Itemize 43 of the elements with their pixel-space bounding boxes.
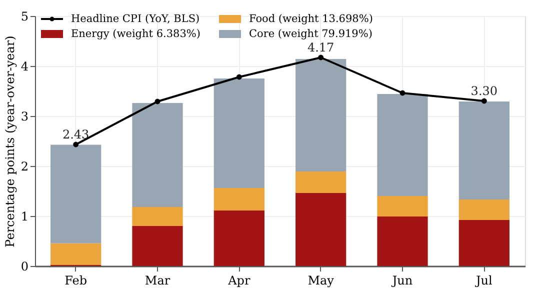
- bar: [458, 220, 510, 266]
- legend-label: Food (weight 13.698%): [249, 13, 373, 25]
- bar: [50, 144, 102, 244]
- y-tick-label: 2: [20, 160, 28, 174]
- data-label: 3.30: [470, 84, 498, 98]
- bar: [50, 243, 102, 265]
- point: [400, 90, 406, 96]
- data-label: 2.43: [62, 128, 90, 142]
- legend-label: Headline CPI (YoY, BLS): [71, 13, 200, 25]
- y-tick-label: 4: [20, 60, 29, 74]
- bar: [377, 216, 428, 266]
- bar: [132, 103, 183, 207]
- x-tick-label: Jul: [474, 274, 493, 288]
- point: [318, 54, 324, 60]
- x-tick-label: Apr: [227, 274, 250, 288]
- bar: [296, 172, 346, 193]
- y-tick-label: 1: [20, 210, 28, 224]
- bar: [214, 210, 264, 266]
- point: [154, 98, 160, 104]
- y-tick-label: 5: [20, 10, 28, 24]
- bar: [296, 59, 346, 172]
- legend-label: Core (weight 79.919%): [249, 28, 372, 40]
- y-tick-label: 0: [20, 260, 28, 274]
- y-axis-title: Percentage points (year-over-year): [2, 36, 17, 248]
- data-label: 4.17: [307, 40, 334, 54]
- x-tick-label: Mar: [144, 274, 170, 288]
- bar: [214, 78, 264, 188]
- bar: [132, 226, 183, 266]
- point: [73, 142, 79, 148]
- point: [236, 74, 242, 80]
- point: [481, 98, 487, 104]
- bar: [377, 196, 428, 216]
- legend-label: Energy (weight 6.383%): [71, 28, 200, 40]
- bar: [377, 94, 428, 196]
- bar: [214, 188, 264, 210]
- x-tick-label: Jun: [390, 274, 413, 288]
- bar: [296, 193, 346, 266]
- bar: [458, 200, 510, 220]
- bar: [132, 207, 183, 226]
- bar: [458, 102, 510, 200]
- y-tick-label: 3: [20, 110, 28, 124]
- x-tick-label: Feb: [64, 274, 88, 288]
- x-tick-label: May: [308, 274, 334, 288]
